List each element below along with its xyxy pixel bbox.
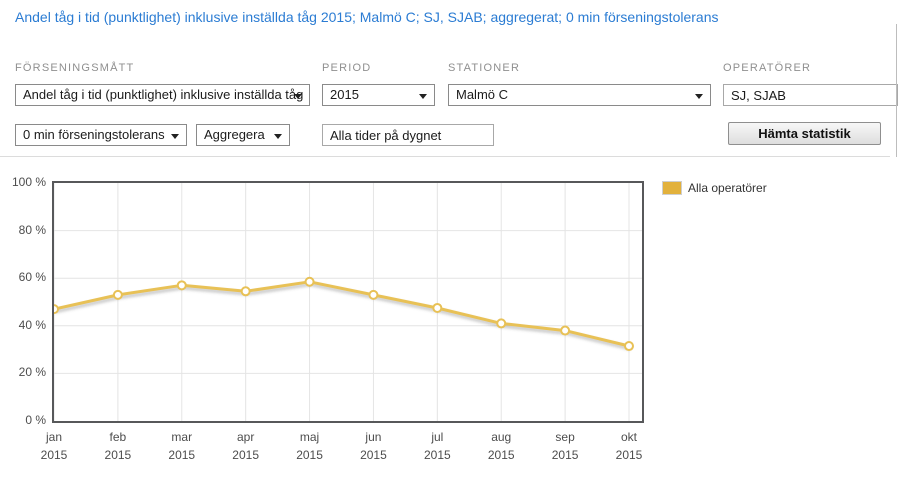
tolerans-select[interactable]: 0 min förseningstolerans xyxy=(15,124,187,146)
data-point-jul[interactable] xyxy=(432,302,443,313)
x-axis-label-okt: okt 2015 xyxy=(615,430,643,462)
data-point-aug[interactable] xyxy=(496,318,507,329)
hamta-statistik-button[interactable]: Hämta statistik xyxy=(728,122,881,145)
tid-input[interactable] xyxy=(322,124,494,146)
tolerans-select-value: 0 min förseningstolerans xyxy=(23,127,165,142)
right-edge-divider xyxy=(896,24,897,157)
stationer-select[interactable]: Malmö C xyxy=(448,84,711,106)
data-point-feb[interactable] xyxy=(112,289,123,300)
x-axis-label-jan: jan 2015 xyxy=(40,430,68,462)
data-point-mar[interactable] xyxy=(176,280,187,291)
data-point-maj[interactable] xyxy=(304,276,315,287)
forseningsmatt-select[interactable]: Andel tåg i tid (punktlighet) inklusive … xyxy=(15,84,310,106)
legend-item-alla-operatorer[interactable]: Alla operatörer xyxy=(662,181,767,195)
data-point-okt[interactable] xyxy=(624,341,634,352)
period-label: PERIOD xyxy=(322,62,372,74)
aggregera-select[interactable]: Aggregera xyxy=(196,124,290,146)
x-axis-label-sep: sep 2015 xyxy=(551,430,579,462)
legend-label: Alla operatörer xyxy=(688,181,767,195)
series-line-alla-operatorer xyxy=(54,280,630,348)
y-axis-tick-20: 20 % xyxy=(18,365,46,380)
y-axis-tick-40: 40 % xyxy=(18,317,46,332)
y-axis-tick-60: 60 % xyxy=(18,270,46,285)
data-point-jan[interactable] xyxy=(54,304,59,315)
forseningsmatt-label: FÖRSENINGSMÅTT xyxy=(15,62,135,74)
x-axis-label-jul: jul 2015 xyxy=(423,430,451,462)
y-axis-tick-80: 80 % xyxy=(18,222,46,237)
data-point-sep[interactable] xyxy=(560,325,571,336)
x-axis-label-apr: apr 2015 xyxy=(232,430,259,462)
forseningsmatt-select-value: Andel tåg i tid (punktlighet) inklusive … xyxy=(23,87,304,102)
report-title-link[interactable]: Andel tåg i tid (punktlighet) inklusive … xyxy=(15,9,719,25)
horizontal-divider xyxy=(0,156,890,157)
stationer-label: STATIONER xyxy=(448,62,521,74)
data-point-jun[interactable] xyxy=(368,289,379,300)
chevron-down-icon xyxy=(171,134,179,139)
aggregera-select-value: Aggregera xyxy=(204,127,265,142)
period-select[interactable]: 2015 xyxy=(322,84,435,106)
stationer-select-value: Malmö C xyxy=(456,87,509,102)
chevron-down-icon xyxy=(294,94,302,99)
chevron-down-icon xyxy=(419,94,427,99)
operatorer-input[interactable] xyxy=(723,84,898,106)
chevron-down-icon xyxy=(274,134,282,139)
y-axis-tick-100: 100 % xyxy=(11,175,46,189)
chevron-down-icon xyxy=(695,94,703,99)
y-axis-tick-0: 0 % xyxy=(25,413,46,427)
legend-swatch xyxy=(662,181,682,195)
period-select-value: 2015 xyxy=(330,87,359,102)
x-axis-label-aug: aug 2015 xyxy=(487,430,515,462)
data-point-apr[interactable] xyxy=(240,286,251,297)
x-axis-label-mar: mar 2015 xyxy=(168,430,196,462)
chart-canvas xyxy=(54,183,642,421)
chart-plot-area xyxy=(52,181,644,423)
x-axis-label-feb: feb 2015 xyxy=(104,430,132,462)
operatorer-label: OPERATÖRER xyxy=(723,62,812,74)
x-axis-label-maj: maj 2015 xyxy=(296,430,323,462)
x-axis-label-jun: jun 2015 xyxy=(360,430,387,462)
